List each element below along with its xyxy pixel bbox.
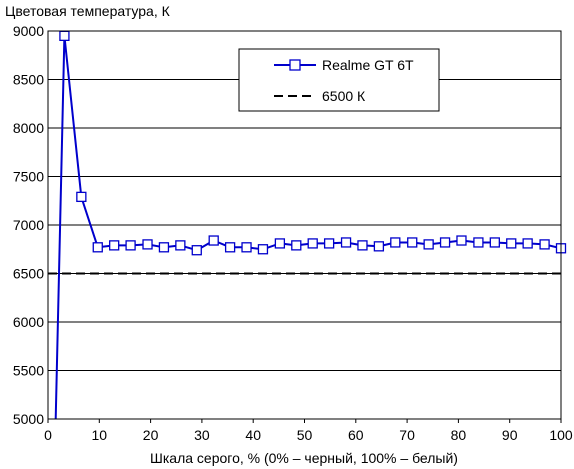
data-point-realme (439, 237, 451, 248)
data-point-realme (291, 240, 302, 251)
x-tick-label-0: 0 (44, 427, 52, 443)
data-point-realme (506, 238, 517, 249)
y-tick-label-6000: 6000 (13, 314, 44, 330)
x-tick-label-100: 100 (549, 427, 573, 443)
data-point-realme (142, 239, 153, 250)
legend-box (238, 48, 440, 112)
y-tick-label-7000: 7000 (13, 217, 44, 233)
data-point-realme (175, 240, 186, 251)
y-tick-label-7500: 7500 (13, 169, 44, 185)
x-tick-label-80: 80 (451, 427, 467, 443)
x-tick-label-20: 20 (143, 427, 159, 443)
legend-label-realme: Realme GT 6T (322, 57, 414, 73)
data-point-realme (208, 235, 219, 246)
data-point-realme (357, 240, 368, 251)
x-tick-label-30: 30 (194, 427, 210, 443)
data-point-realme (473, 237, 484, 248)
legend-marker-realme (289, 59, 301, 71)
data-point-realme (257, 244, 269, 255)
x-tick-label-50: 50 (297, 427, 313, 443)
x-axis-label: Шкала серого, % (0% – черный, 100% – бел… (150, 450, 458, 466)
x-tick-label-60: 60 (348, 427, 364, 443)
data-point-realme (489, 237, 500, 248)
x-tick-label-40: 40 (245, 427, 261, 443)
data-point-realme (59, 30, 70, 42)
data-point-realme (125, 240, 136, 251)
data-point-realme (307, 238, 318, 249)
data-point-realme (373, 241, 385, 252)
y-tick-label-8000: 8000 (13, 120, 44, 136)
data-point-realme (274, 238, 286, 249)
data-point-realme (323, 238, 335, 249)
data-point-realme (390, 237, 401, 248)
data-point-realme (423, 239, 434, 250)
data-point-realme (522, 238, 533, 249)
plot-frame (47, 30, 562, 420)
data-point-realme (109, 240, 120, 251)
data-point-realme (456, 235, 467, 246)
data-point-realme (191, 245, 202, 256)
data-point-realme (407, 237, 418, 248)
y-tick-label-8500: 8500 (13, 72, 44, 88)
data-point-realme (340, 237, 352, 248)
x-tick-label-90: 90 (502, 427, 518, 443)
data-point-realme (539, 239, 550, 250)
series-layer (48, 30, 567, 420)
data-point-realme (92, 242, 103, 253)
data-point-realme (158, 242, 170, 253)
y-tick-label-5500: 5500 (13, 363, 44, 379)
legend-label-6500k: 6500 К (322, 88, 366, 104)
y-tick-label-6500: 6500 (13, 266, 44, 282)
y-tick-label-9000: 9000 (13, 23, 44, 39)
y-tick-label-5000: 5000 (13, 411, 44, 427)
chart-title: Цветовая температура, К (5, 3, 171, 19)
y-tick-labels: 5000 5500 6000 6500 7000 7500 8000 8500 9000 (13, 23, 44, 427)
data-point-realme (241, 242, 252, 253)
data-point-realme (76, 191, 87, 203)
legend: Realme GT 6T 6500 К (238, 48, 440, 112)
x-tick-label-70: 70 (399, 427, 415, 443)
x-tick-labels: 0 10 20 30 40 50 60 70 80 90 100 (44, 419, 573, 443)
x-tick-label-10: 10 (92, 427, 108, 443)
data-point-realme (224, 242, 236, 253)
